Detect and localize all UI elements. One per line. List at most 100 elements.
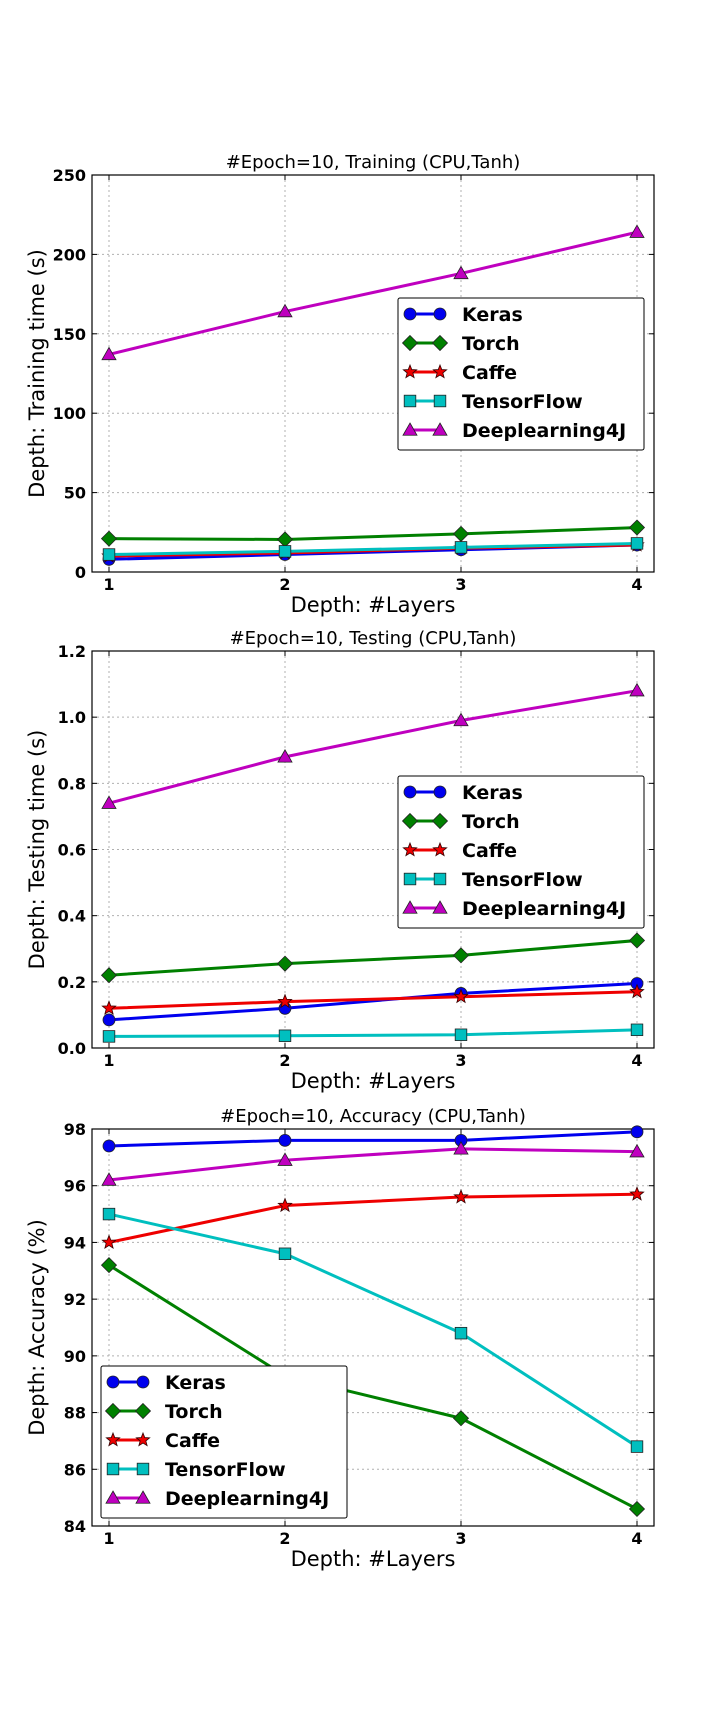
legend-item-torch: Torch: [401, 333, 520, 355]
legend-marker: [401, 334, 419, 352]
legend-label: Torch: [462, 811, 520, 833]
legend-label: Keras: [462, 782, 523, 804]
legend-item-torch: Torch: [104, 1401, 223, 1423]
y-tick-label: 96: [64, 1177, 86, 1196]
x-tick-label: 4: [631, 575, 642, 594]
y-tick-label: 0.4: [58, 907, 86, 926]
legend-marker: [106, 1462, 120, 1476]
legend-label: Keras: [462, 304, 523, 326]
legend-label: TensorFlow: [165, 1459, 286, 1481]
legend-item-tensorflow: TensorFlow: [403, 869, 583, 891]
series-deeplearning4j: [101, 1141, 645, 1186]
testing-time-panel: 0.0 0.2 0.4 0.6 0.8 1.0 1.2 1 2 3 4 #Epoch=10, Test…: [25, 628, 655, 1093]
data-point-deeplearning4j: [453, 712, 469, 727]
y-tick-label: 0.8: [58, 774, 86, 793]
series-line-torch: [108, 938, 638, 977]
x-tick-label: 3: [455, 1529, 466, 1548]
legend-marker: [403, 785, 417, 799]
y-tick-label: 0.2: [58, 973, 86, 992]
series-line-torch: [108, 526, 638, 541]
data-point-tensorflow: [278, 1029, 292, 1042]
x-tick-label: 4: [631, 1529, 642, 1548]
chart-title: #Epoch=10, Testing (CPU,Tanh): [230, 628, 517, 649]
legend-marker: [432, 841, 448, 857]
y-tick-label: 200: [53, 245, 86, 264]
legend-marker: [106, 1375, 120, 1389]
legend-marker: [432, 900, 448, 914]
y-tick-label: 0: [75, 563, 86, 582]
x-axis-label: Depth: #Layers: [291, 593, 456, 617]
data-point-deeplearning4j: [101, 346, 117, 361]
legend-item-keras: Keras: [403, 782, 523, 804]
data-point-caffe: [453, 1188, 469, 1204]
y-tick-label: 1.2: [58, 642, 86, 661]
legend-marker: [403, 872, 417, 886]
legend: Keras Torch Caffe TensorFlow Deeplearning4J: [397, 297, 645, 451]
data-point-keras: [102, 1139, 116, 1153]
y-tick-label: 50: [64, 484, 86, 503]
legend-label: Caffe: [462, 362, 517, 384]
legend-item-caffe: Caffe: [105, 1430, 220, 1452]
legend-label: Torch: [462, 333, 520, 355]
legend-marker: [402, 422, 418, 436]
data-point-tensorflow: [278, 1247, 292, 1260]
legend-label: TensorFlow: [462, 391, 583, 413]
data-point-caffe: [453, 988, 469, 1004]
series-line-tensorflow: [108, 541, 638, 557]
y-tick-label: 94: [64, 1233, 86, 1252]
legend-label: TensorFlow: [462, 869, 583, 891]
data-point-torch: [100, 1257, 118, 1274]
series-keras: [102, 977, 644, 1027]
data-point-keras: [278, 1133, 292, 1147]
data-point-deeplearning4j: [453, 265, 469, 280]
legend-item-caffe: Caffe: [402, 840, 517, 862]
legend-marker: [431, 334, 449, 352]
series-line-tensorflow: [108, 1212, 638, 1448]
data-point-caffe: [101, 1000, 117, 1015]
x-tick-label: 3: [455, 575, 466, 594]
legend-label: Caffe: [165, 1430, 220, 1452]
data-point-tensorflow: [102, 548, 116, 561]
data-point-torch: [452, 947, 470, 964]
legend-item-tensorflow: TensorFlow: [106, 1459, 286, 1481]
series-tensorflow: [102, 537, 644, 561]
y-tick-label: 0.0: [58, 1039, 86, 1058]
legend-label: Deeplearning4J: [462, 898, 626, 920]
data-point-deeplearning4j: [629, 682, 645, 697]
data-point-deeplearning4j: [277, 1152, 293, 1166]
y-tick-label: 0.6: [58, 841, 86, 860]
series-line-deeplearning4j: [108, 689, 638, 805]
legend: Keras Torch Caffe TensorFlow Deeplearning4J: [100, 1365, 348, 1519]
data-point-torch: [628, 519, 646, 536]
legend-marker: [401, 812, 419, 830]
x-tick-label: 2: [279, 575, 290, 594]
series-line-tensorflow: [108, 1028, 638, 1038]
x-axis-label: Depth: #Layers: [291, 1547, 456, 1571]
legend-item-torch: Torch: [401, 811, 520, 833]
legend-marker: [135, 1490, 151, 1504]
x-tick-label: 1: [103, 1051, 114, 1070]
data-point-torch: [100, 530, 118, 547]
data-point-torch: [452, 1410, 470, 1427]
legend-marker: [402, 841, 418, 857]
data-point-deeplearning4j: [101, 1172, 117, 1186]
legend-item-deeplearning4j: Deeplearning4J: [105, 1488, 329, 1510]
data-point-caffe: [101, 1234, 117, 1249]
data-point-tensorflow: [454, 541, 468, 554]
y-tick-label: 88: [64, 1404, 86, 1423]
legend-label: Deeplearning4J: [462, 420, 626, 442]
series-deeplearning4j: [101, 682, 645, 809]
series-line-keras: [108, 981, 638, 1022]
data-point-keras: [630, 1125, 644, 1139]
series-torch: [100, 932, 646, 984]
legend-box: [397, 775, 645, 929]
series-line-caffe: [108, 1192, 638, 1244]
legend-label: Caffe: [462, 840, 517, 862]
legend-item-keras: Keras: [403, 304, 523, 326]
legend-marker: [433, 872, 447, 886]
legend-box: [397, 297, 645, 451]
x-tick-label: 2: [279, 1529, 290, 1548]
data-point-tensorflow: [278, 545, 292, 558]
data-point-deeplearning4j: [453, 1141, 469, 1155]
legend-label: Torch: [165, 1401, 223, 1423]
